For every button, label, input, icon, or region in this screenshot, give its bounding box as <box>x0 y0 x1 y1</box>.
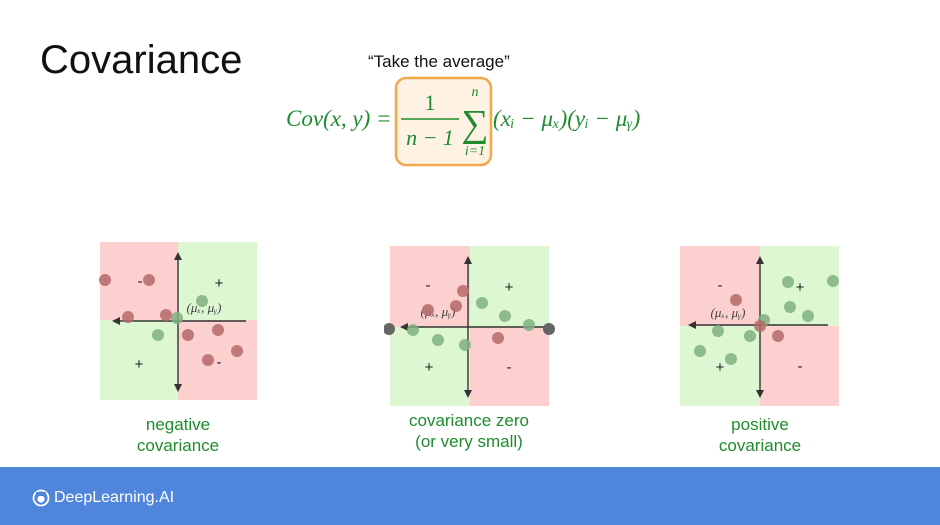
data-point <box>122 311 134 323</box>
y-axis-arrow-up <box>174 252 182 260</box>
sign-top-right: + <box>505 279 514 296</box>
x-axis-arrow-left <box>400 323 408 331</box>
y-axis-arrow-down <box>174 384 182 392</box>
formula-denominator: n − 1 <box>406 125 454 150</box>
deeplearning-ai-icon <box>32 489 50 507</box>
data-point <box>694 345 706 357</box>
sigma-symbol: ∑ <box>461 103 488 145</box>
sign-bottom-right: - <box>507 359 512 376</box>
quadrant-top-right <box>178 242 257 320</box>
data-point <box>802 310 814 322</box>
sign-bottom-left: + <box>425 359 434 376</box>
sign-bottom-left: + <box>135 356 144 373</box>
data-point <box>99 274 111 286</box>
sign-top-left: - <box>718 277 723 294</box>
quadrant-bottom-left <box>100 320 178 400</box>
sign-top-right: + <box>796 279 805 296</box>
data-point <box>543 323 555 335</box>
data-point <box>160 309 172 321</box>
sign-bottom-right: - <box>217 354 222 371</box>
take-the-average-note: “Take the average” <box>368 52 510 71</box>
footer-bar: DeepLearning.AI <box>0 467 940 525</box>
y-axis-arrow-down <box>464 390 472 398</box>
positive-covariance-plot: - + + - (μₓ, μᵧ) <box>678 244 842 408</box>
data-point <box>782 276 794 288</box>
data-point <box>422 304 434 316</box>
data-point <box>827 275 839 287</box>
quadrant-top-right <box>760 246 839 326</box>
formula-highlight-box <box>394 76 493 167</box>
deeplearning-ai-logo: DeepLearning.AI <box>32 489 174 507</box>
data-point <box>450 300 462 312</box>
x-axis-arrow-left <box>112 317 120 325</box>
data-point <box>457 285 469 297</box>
data-point <box>384 323 395 335</box>
data-point <box>171 312 183 324</box>
y-axis-arrow-up <box>464 256 472 264</box>
data-point <box>459 339 471 351</box>
data-point <box>476 297 488 309</box>
mean-label: (μₓ, μᵧ) <box>711 305 746 320</box>
y-axis-arrow-down <box>756 390 764 398</box>
data-point <box>202 354 214 366</box>
quadrant-bottom-right <box>470 327 549 406</box>
data-point <box>182 329 194 341</box>
covariance-formula: Cov(x, y) = 1 n − 1 n ∑ i=1 (xᵢ − μₓ)(yᵢ… <box>286 76 640 167</box>
slide-title: Covariance <box>40 38 243 82</box>
data-point <box>712 325 724 337</box>
sign-bottom-left: + <box>716 359 725 376</box>
data-point <box>754 320 766 332</box>
data-point <box>772 330 784 342</box>
brand-name: DeepLearning.AI <box>54 489 175 506</box>
mean-label: (μₓ, μᵧ) <box>187 300 222 315</box>
negative-covariance-plot: - + + - (μₓ, μᵧ) <box>98 240 260 404</box>
sum-lower-limit: i=1 <box>465 144 485 159</box>
x-axis-arrow-left <box>688 321 696 329</box>
positive-covariance-caption: positive covariance <box>718 415 802 455</box>
negative-covariance-caption: negative covariance <box>136 415 220 455</box>
formula-numerator: 1 <box>425 90 436 115</box>
sum-upper-limit: n <box>472 85 479 100</box>
data-point <box>523 319 535 331</box>
quadrant-top-left <box>680 246 760 326</box>
data-point <box>432 334 444 346</box>
formula-lhs: Cov(x, y) = <box>286 106 392 131</box>
data-point <box>152 329 164 341</box>
data-point <box>499 310 511 322</box>
data-point <box>492 332 504 344</box>
data-point <box>143 274 155 286</box>
quadrant-bottom-left <box>390 327 470 406</box>
data-point <box>231 345 243 357</box>
sign-top-left: - <box>426 277 431 294</box>
sign-bottom-right: - <box>798 358 803 375</box>
formula-summand: (xᵢ − μₓ)(yᵢ − μᵧ) <box>493 106 640 131</box>
data-point <box>407 324 419 336</box>
data-point <box>784 301 796 313</box>
zero-covariance-plot: - + + - (μₓ, μᵧ) <box>384 244 556 408</box>
y-axis-arrow-up <box>756 256 764 264</box>
data-point <box>730 294 742 306</box>
data-point <box>725 353 737 365</box>
data-point <box>196 295 208 307</box>
data-point <box>744 330 756 342</box>
quadrant-top-left <box>100 242 178 320</box>
zero-covariance-caption: covariance zero (or very small) <box>408 411 529 451</box>
data-point <box>212 324 224 336</box>
sign-top-right: + <box>215 275 224 292</box>
sign-top-left: - <box>138 273 143 290</box>
